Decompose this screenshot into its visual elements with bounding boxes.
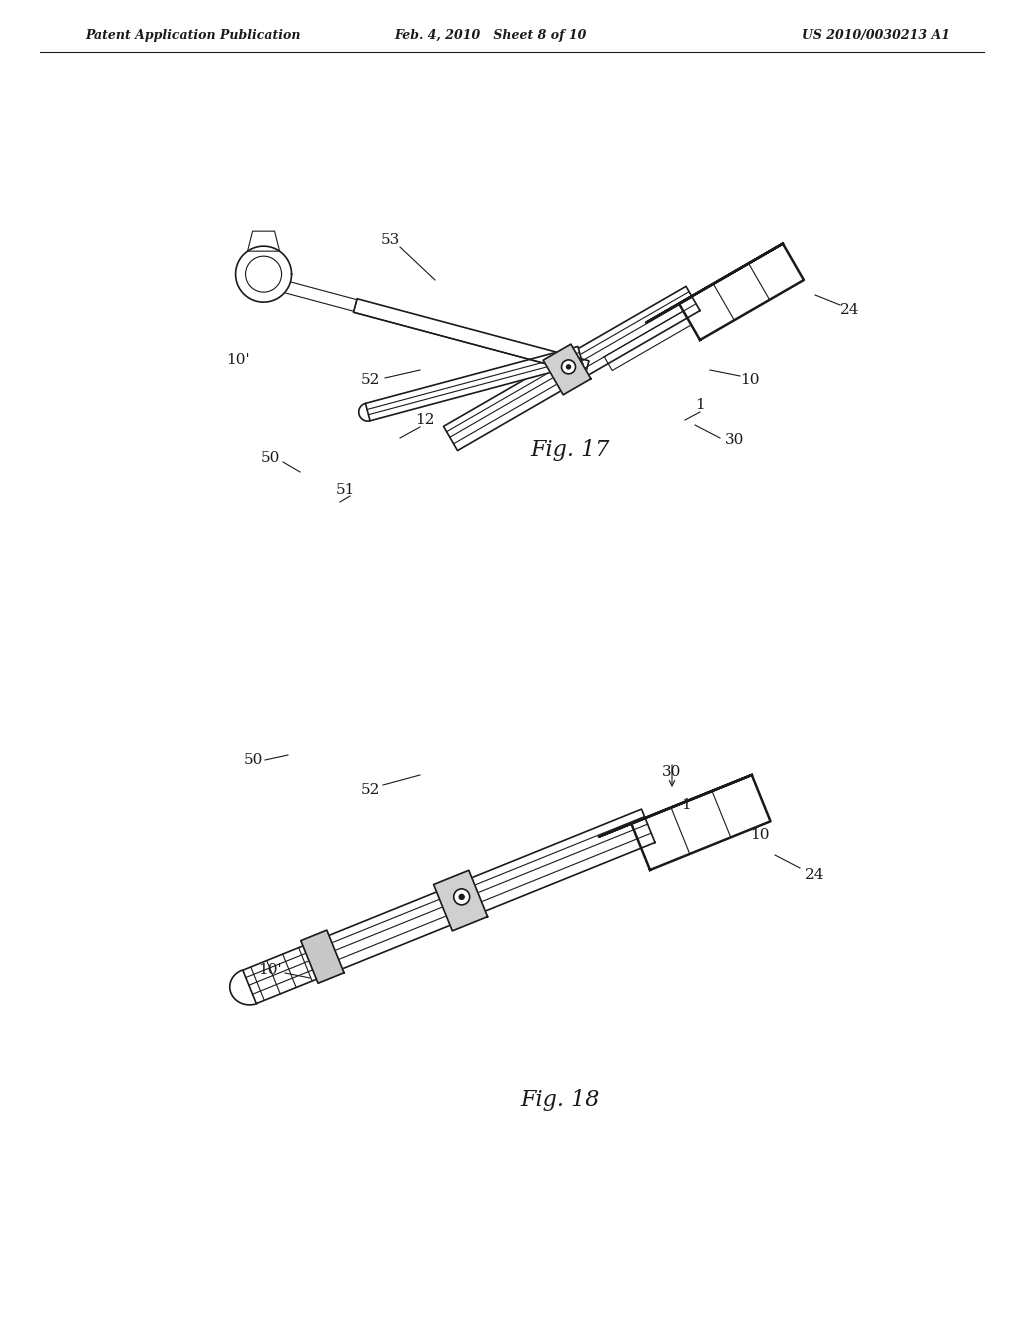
Text: 24: 24 [805, 869, 824, 882]
Polygon shape [679, 244, 804, 341]
Polygon shape [353, 298, 589, 375]
Circle shape [566, 364, 570, 368]
Text: 1: 1 [695, 399, 705, 412]
Text: 52: 52 [360, 783, 380, 797]
Polygon shape [604, 285, 737, 371]
Polygon shape [276, 279, 357, 312]
Circle shape [454, 888, 470, 906]
Text: 10': 10' [258, 964, 282, 977]
Polygon shape [443, 286, 700, 450]
Polygon shape [433, 870, 487, 931]
Text: Fig. 17: Fig. 17 [530, 440, 609, 461]
Text: 51: 51 [335, 483, 354, 498]
Text: 50: 50 [244, 752, 263, 767]
Text: 10': 10' [226, 352, 250, 367]
Polygon shape [366, 346, 583, 421]
Text: 53: 53 [380, 234, 399, 247]
Polygon shape [229, 970, 257, 1005]
Polygon shape [243, 809, 655, 1003]
Circle shape [561, 360, 575, 374]
Text: 52: 52 [360, 374, 380, 387]
Text: 1: 1 [681, 799, 691, 812]
Polygon shape [301, 931, 344, 983]
Polygon shape [543, 345, 591, 395]
Polygon shape [358, 404, 370, 421]
Polygon shape [599, 775, 752, 837]
Text: Patent Application Publication: Patent Application Publication [85, 29, 300, 41]
Text: 50: 50 [260, 451, 280, 465]
Polygon shape [631, 775, 770, 870]
Text: Fig. 18: Fig. 18 [520, 1089, 600, 1111]
Text: 10: 10 [740, 374, 760, 387]
Text: 12: 12 [416, 413, 435, 426]
Polygon shape [236, 246, 292, 302]
Polygon shape [248, 231, 280, 251]
Text: 30: 30 [663, 766, 682, 779]
Text: US 2010/0030213 A1: US 2010/0030213 A1 [802, 29, 950, 41]
Text: Feb. 4, 2010   Sheet 8 of 10: Feb. 4, 2010 Sheet 8 of 10 [394, 29, 586, 41]
Text: 24: 24 [841, 304, 860, 317]
Text: 30: 30 [725, 433, 744, 447]
Polygon shape [646, 244, 783, 322]
Circle shape [459, 895, 464, 899]
Text: 10: 10 [751, 828, 770, 842]
